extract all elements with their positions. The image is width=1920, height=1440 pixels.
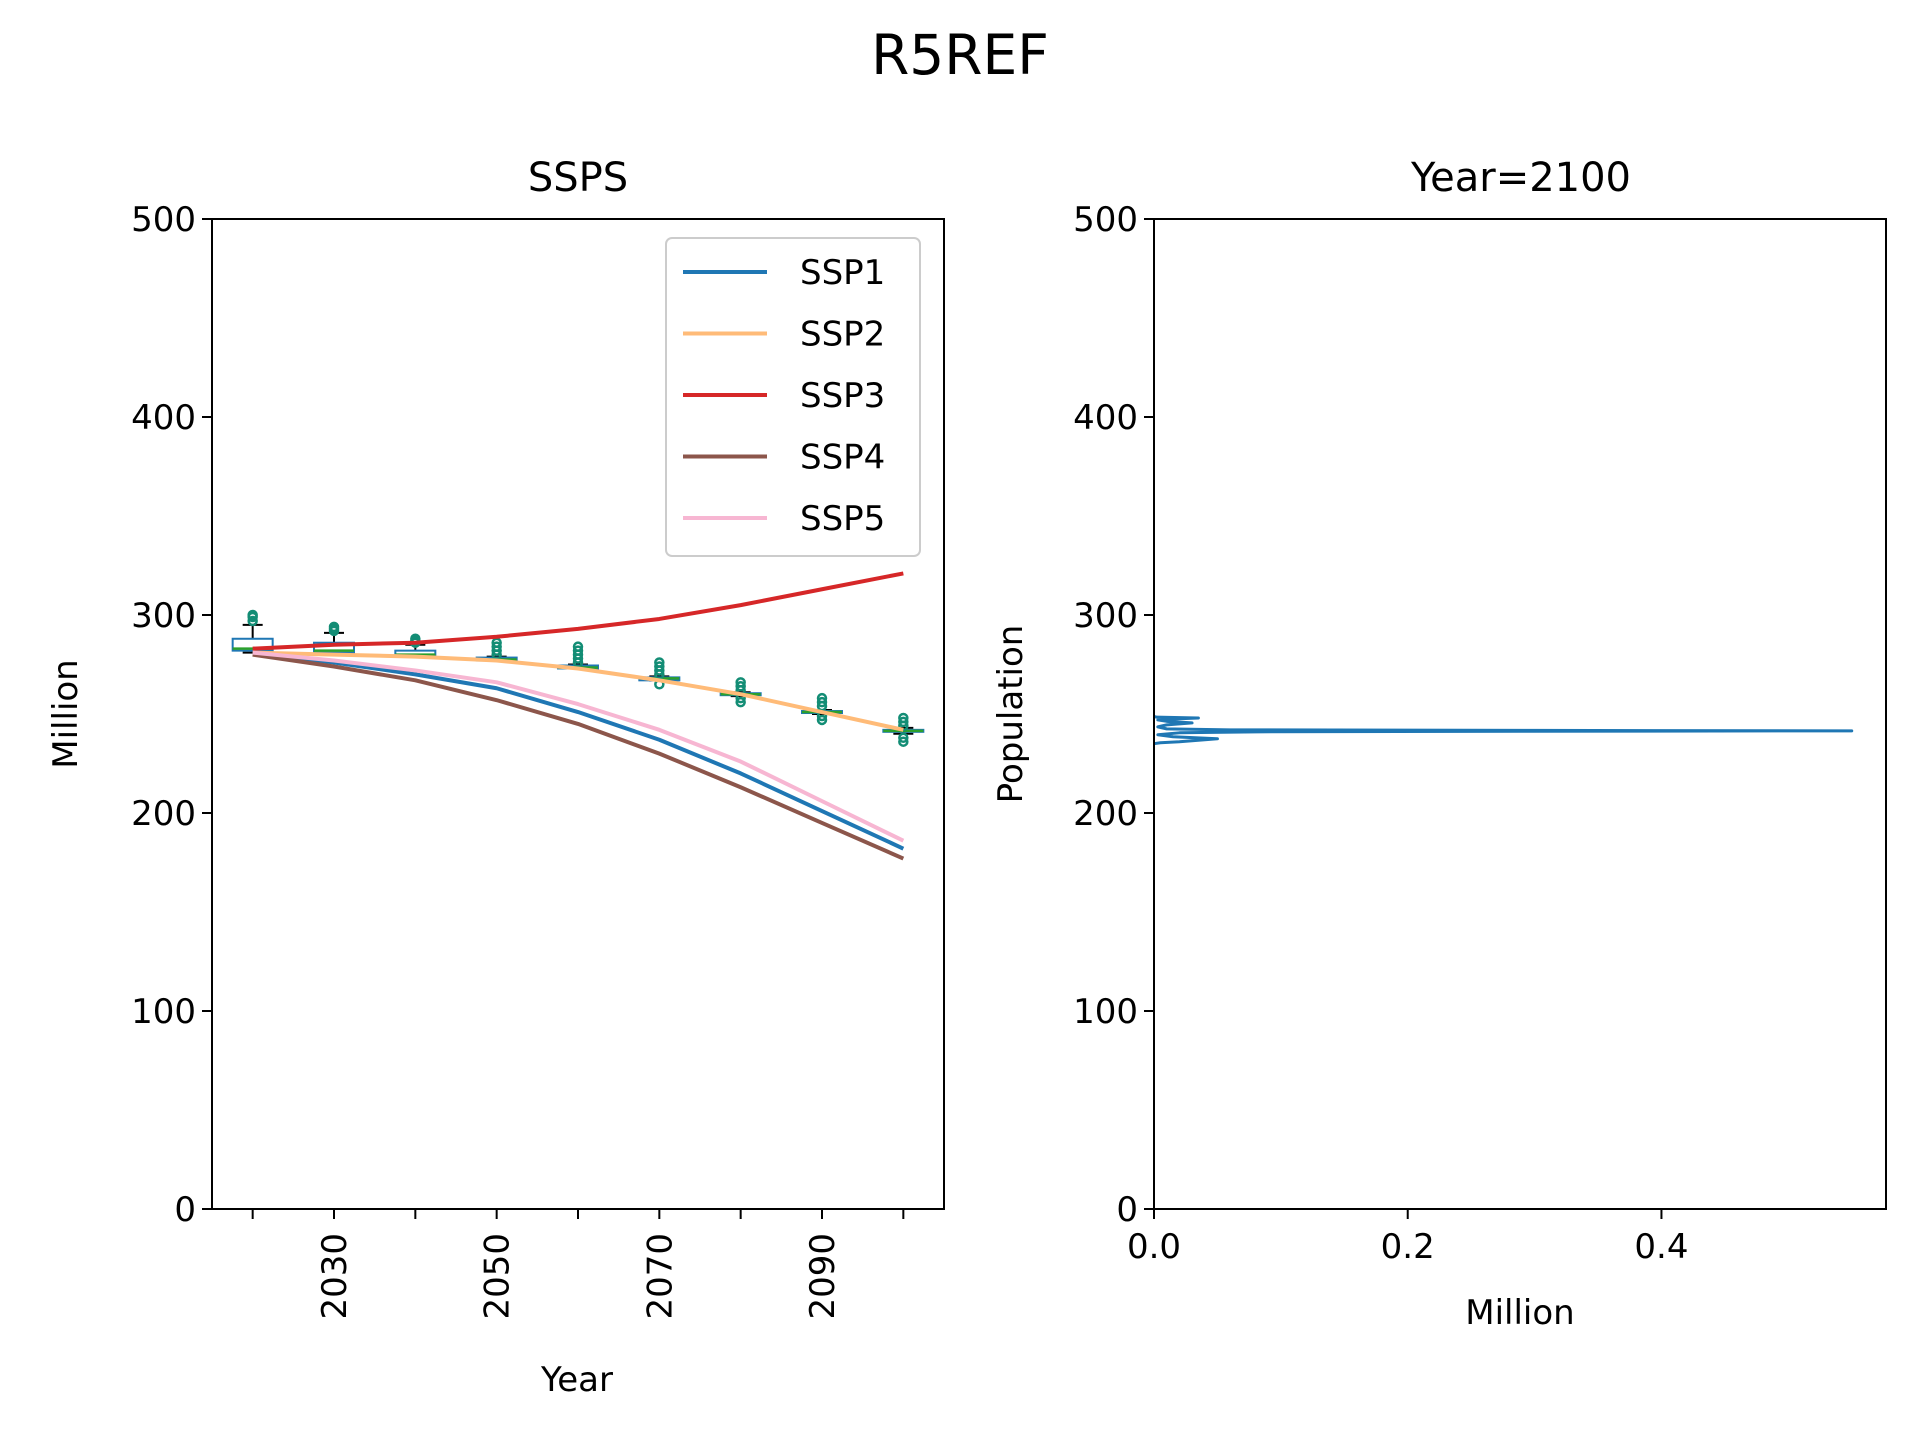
y-tick-label: 100 [131, 992, 196, 1032]
series-line-ssp4 [252, 652, 905, 861]
boxplot-2050 [475, 637, 518, 662]
legend-label: SSP5 [800, 499, 885, 539]
boxplot-flier [572, 645, 584, 656]
x-tick-label: 0.4 [1634, 1227, 1688, 1267]
left-axes-frame [211, 218, 945, 1210]
series-line-ssp3 [252, 571, 904, 651]
y-tick-label: 500 [1073, 200, 1138, 240]
boxplot-flier [816, 696, 828, 708]
boxplot-flier [491, 641, 502, 652]
left-panel-title: SSPS [528, 155, 628, 201]
boxplot-flier [572, 641, 584, 652]
left-panel-ssps: SSPS 0 100 200 300 400 500 2030 2050 2070 2090 M… [46, 155, 945, 1400]
series-line-ssp1 [252, 650, 905, 851]
x-tick-label: 0.2 [1381, 1227, 1435, 1267]
y-tick-label: 400 [1073, 398, 1138, 438]
boxplot-flier [328, 621, 340, 633]
x-tick-label: 2050 [478, 1233, 518, 1320]
right-y-axis-label: Population [991, 625, 1031, 804]
y-tick-label: 400 [131, 398, 196, 438]
boxplot-flier [735, 696, 746, 708]
boxplot-2030 [313, 621, 355, 656]
legend-label: SSP3 [800, 376, 885, 416]
right-panel-year-2100: Year=2100 0 100 200 300 400 500 0.0 0.2 0.4 Pop… [991, 155, 1887, 1333]
boxplot-flier [654, 661, 665, 672]
x-tick-label: 2090 [803, 1233, 843, 1320]
boxplot-flier [898, 716, 909, 728]
right-x-axis-ticks: 0.0 0.2 0.4 [1127, 1209, 1688, 1267]
y-tick-label: 0 [174, 1190, 196, 1230]
y-tick-label: 500 [131, 200, 196, 240]
legend: SSP1 SSP2 SSP3 SSP4 SSP5 [665, 237, 921, 557]
density-curve-1 [1153, 714, 1854, 746]
legend-item-ssp3: SSP3 [683, 376, 885, 416]
left-plot-area [231, 571, 925, 861]
figure-suptitle: R5REF [871, 23, 1049, 87]
legend-item-ssp4: SSP4 [683, 438, 885, 478]
left-x-axis-ticks: 2030 2050 2070 2090 [251, 1209, 905, 1320]
boxplot-2040 [394, 633, 437, 658]
legend-label: SSP1 [800, 253, 885, 293]
legend-label: SSP2 [800, 315, 885, 355]
y-tick-label: 0 [1116, 1190, 1138, 1230]
boxplot-flier [898, 732, 909, 744]
boxplot-flier [898, 736, 909, 747]
right-panel-title: Year=2100 [1410, 155, 1631, 201]
y-tick-label: 300 [131, 596, 196, 636]
boxplot-flier [816, 714, 828, 726]
boxplot-flier [247, 609, 258, 621]
left-y-axis-ticks: 0 100 200 300 400 500 [131, 200, 212, 1230]
right-y-axis-ticks: 0 100 200 300 400 500 [1073, 200, 1154, 1230]
y-tick-label: 200 [131, 794, 196, 834]
left-x-axis-label: Year [540, 1360, 613, 1400]
boxplot-box [231, 637, 274, 652]
legend-item-ssp1: SSP1 [683, 253, 885, 293]
legend-label: SSP4 [800, 438, 885, 478]
boxplot-flier [654, 657, 665, 668]
right-axes-frame [1153, 218, 1887, 1210]
legend-item-ssp5: SSP5 [683, 499, 885, 539]
legend-frame [665, 237, 921, 557]
boxplot-flier [735, 677, 746, 688]
boxplot-flier [898, 712, 909, 724]
x-tick-label: 2070 [640, 1233, 680, 1320]
y-tick-label: 200 [1073, 794, 1138, 834]
y-tick-label: 300 [1073, 596, 1138, 636]
boxplot-2060 [557, 641, 599, 670]
left-y-axis-label: Million [46, 659, 86, 768]
x-tick-label: 2030 [315, 1233, 355, 1320]
legend-item-ssp2: SSP2 [683, 315, 885, 355]
series-line-ssp2 [252, 650, 904, 732]
x-tick-label: 0.0 [1127, 1227, 1181, 1267]
y-tick-label: 100 [1073, 992, 1138, 1032]
boxplot-flier [816, 692, 828, 704]
series-line-ssp5 [252, 650, 905, 843]
right-plot-area [1153, 714, 1854, 746]
right-x-axis-label: Million [1465, 1293, 1574, 1333]
boxplot-flier [735, 681, 746, 692]
boxplot-flier [247, 615, 258, 627]
